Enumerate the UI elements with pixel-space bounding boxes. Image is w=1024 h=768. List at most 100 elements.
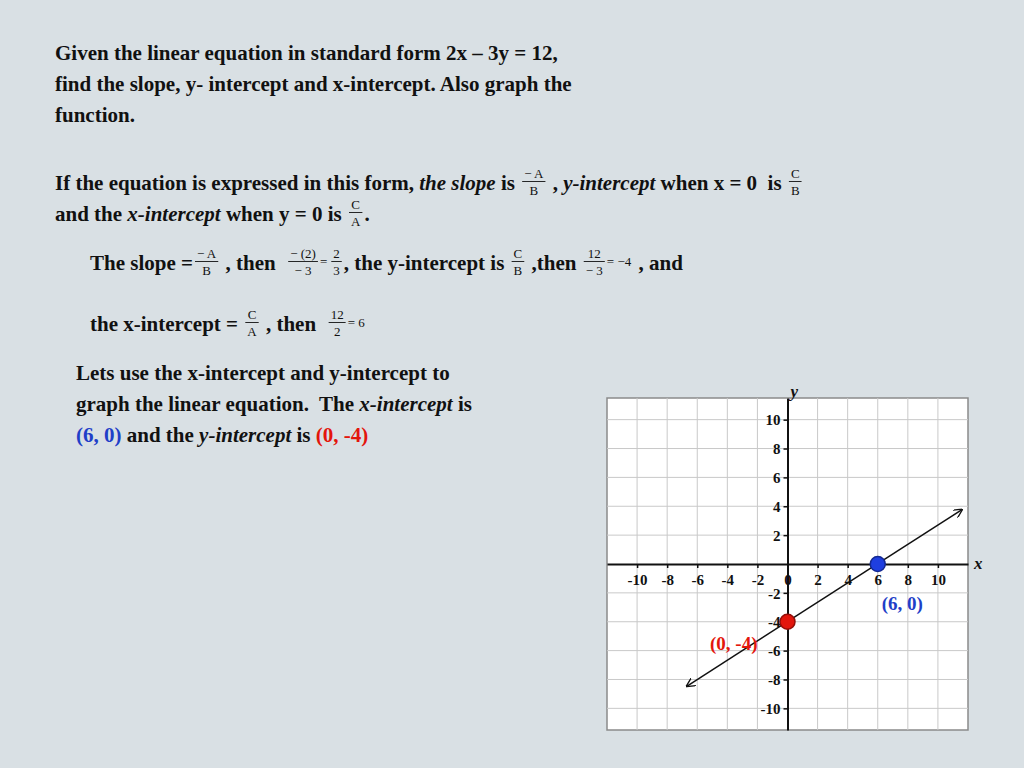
tick: 6: [773, 470, 788, 486]
tick-label: -6: [768, 643, 781, 659]
annotation: (6, 0): [882, 593, 923, 615]
text: the x-intercept =: [90, 312, 243, 336]
text: ,then: [526, 251, 581, 275]
fraction: CA: [245, 307, 258, 339]
fraction-bar: [789, 181, 802, 182]
y-axis: -10-8-6-4-2246810: [761, 399, 789, 731]
numerator: 2: [333, 246, 340, 261]
plot-frame: [607, 398, 968, 730]
tick-label: -4: [722, 572, 735, 588]
line: [687, 510, 962, 687]
fraction-bar: [584, 261, 605, 262]
tick-mark: [697, 564, 699, 568]
fraction-bar: [195, 261, 218, 262]
fraction: − (2) − 3: [288, 246, 318, 278]
tick: -8: [661, 564, 674, 588]
text: , and: [633, 251, 683, 275]
tick: 8: [905, 564, 913, 588]
text-line: If the equation is expressed in this for…: [55, 166, 802, 198]
tick-mark: [784, 593, 788, 595]
tick-mark: [784, 448, 788, 450]
text: is: [453, 392, 472, 416]
tick: 4: [773, 499, 788, 515]
tick-label: -2: [752, 572, 765, 588]
text-line: Lets use the x-intercept and y-intercept…: [76, 361, 450, 385]
text: the slope: [419, 171, 495, 195]
text: ,: [547, 171, 563, 195]
text: is: [291, 423, 316, 447]
text: (0, -4): [316, 423, 368, 447]
slide: Given the linear equation in standard fo…: [0, 0, 1024, 768]
text-line: function.: [55, 103, 135, 127]
fraction-bar: [512, 261, 525, 262]
tick-label: -8: [768, 672, 781, 688]
numerator: 12: [588, 246, 601, 261]
tick-label: 8: [905, 572, 913, 588]
text: (6, 0): [76, 423, 122, 447]
tick: 10: [766, 412, 788, 428]
text: when y = 0 is: [221, 202, 347, 226]
fraction-bar: [288, 261, 318, 262]
numerator: 12: [331, 307, 344, 322]
fraction-bar: [522, 181, 545, 182]
denominator: B: [791, 183, 800, 198]
tick-label: 6: [773, 470, 781, 486]
tick-mark: [784, 650, 788, 652]
tick-label: -8: [661, 572, 674, 588]
tick: -4: [722, 564, 735, 588]
point: [780, 614, 795, 629]
tick: 8: [773, 441, 788, 457]
text-line: find the slope, y- intercept and x-inter…: [55, 72, 572, 96]
denominator: 2: [334, 324, 341, 339]
tick-label: 6: [875, 572, 883, 588]
text: and the: [122, 423, 200, 447]
annotation: (0, -4): [710, 633, 757, 655]
tick-mark: [817, 564, 819, 568]
axis-title: x: [973, 554, 983, 573]
text: is: [496, 171, 521, 195]
tick-mark: [938, 564, 940, 568]
fraction-bar: [349, 212, 362, 213]
tick-label: 2: [773, 528, 781, 544]
fraction: CA: [349, 197, 362, 229]
text-line: Given the linear equation in standard fo…: [55, 41, 558, 65]
text: , then: [220, 251, 286, 275]
fraction: CB: [512, 246, 525, 278]
marks: [687, 510, 962, 687]
tick-label: 10: [766, 412, 781, 428]
fraction: CB: [789, 166, 802, 198]
tick-mark: [637, 564, 639, 568]
fraction: − AB: [522, 166, 545, 198]
denominator: B: [202, 263, 211, 278]
grid: [607, 398, 968, 730]
fraction-bar: [245, 322, 258, 323]
tick: -6: [692, 564, 705, 588]
numerator: C: [514, 246, 523, 261]
small-text: = −4: [607, 254, 632, 269]
tick-label: 8: [773, 441, 781, 457]
tick-label: -4: [768, 614, 781, 630]
tick: -10: [628, 564, 648, 588]
tick: -2: [768, 586, 788, 602]
numerator: C: [248, 307, 257, 322]
denominator: − 3: [586, 263, 603, 278]
tick-mark: [784, 535, 788, 537]
fraction-bar: [331, 261, 342, 262]
tick-label: 4: [773, 499, 781, 515]
tick: 10: [931, 564, 946, 588]
numerator: − (2): [290, 246, 316, 261]
numerator: − A: [524, 166, 544, 181]
text: x-intercept: [358, 392, 453, 416]
tick-mark: [908, 564, 910, 568]
denominator: − 3: [295, 263, 312, 278]
text-line: (6, 0) and the y-intercept is (0, -4): [76, 423, 368, 447]
fraction: − AB: [195, 246, 218, 278]
tick-mark: [784, 506, 788, 508]
fraction: 23: [331, 246, 342, 278]
denominator: A: [351, 214, 361, 229]
text: , the y-intercept is: [344, 251, 510, 275]
numerator: C: [351, 197, 360, 212]
tick-label: 4: [844, 572, 852, 588]
text-line: The slope =− AB , then − (2)− 3=23, the …: [90, 246, 683, 278]
denominator: B: [514, 263, 523, 278]
